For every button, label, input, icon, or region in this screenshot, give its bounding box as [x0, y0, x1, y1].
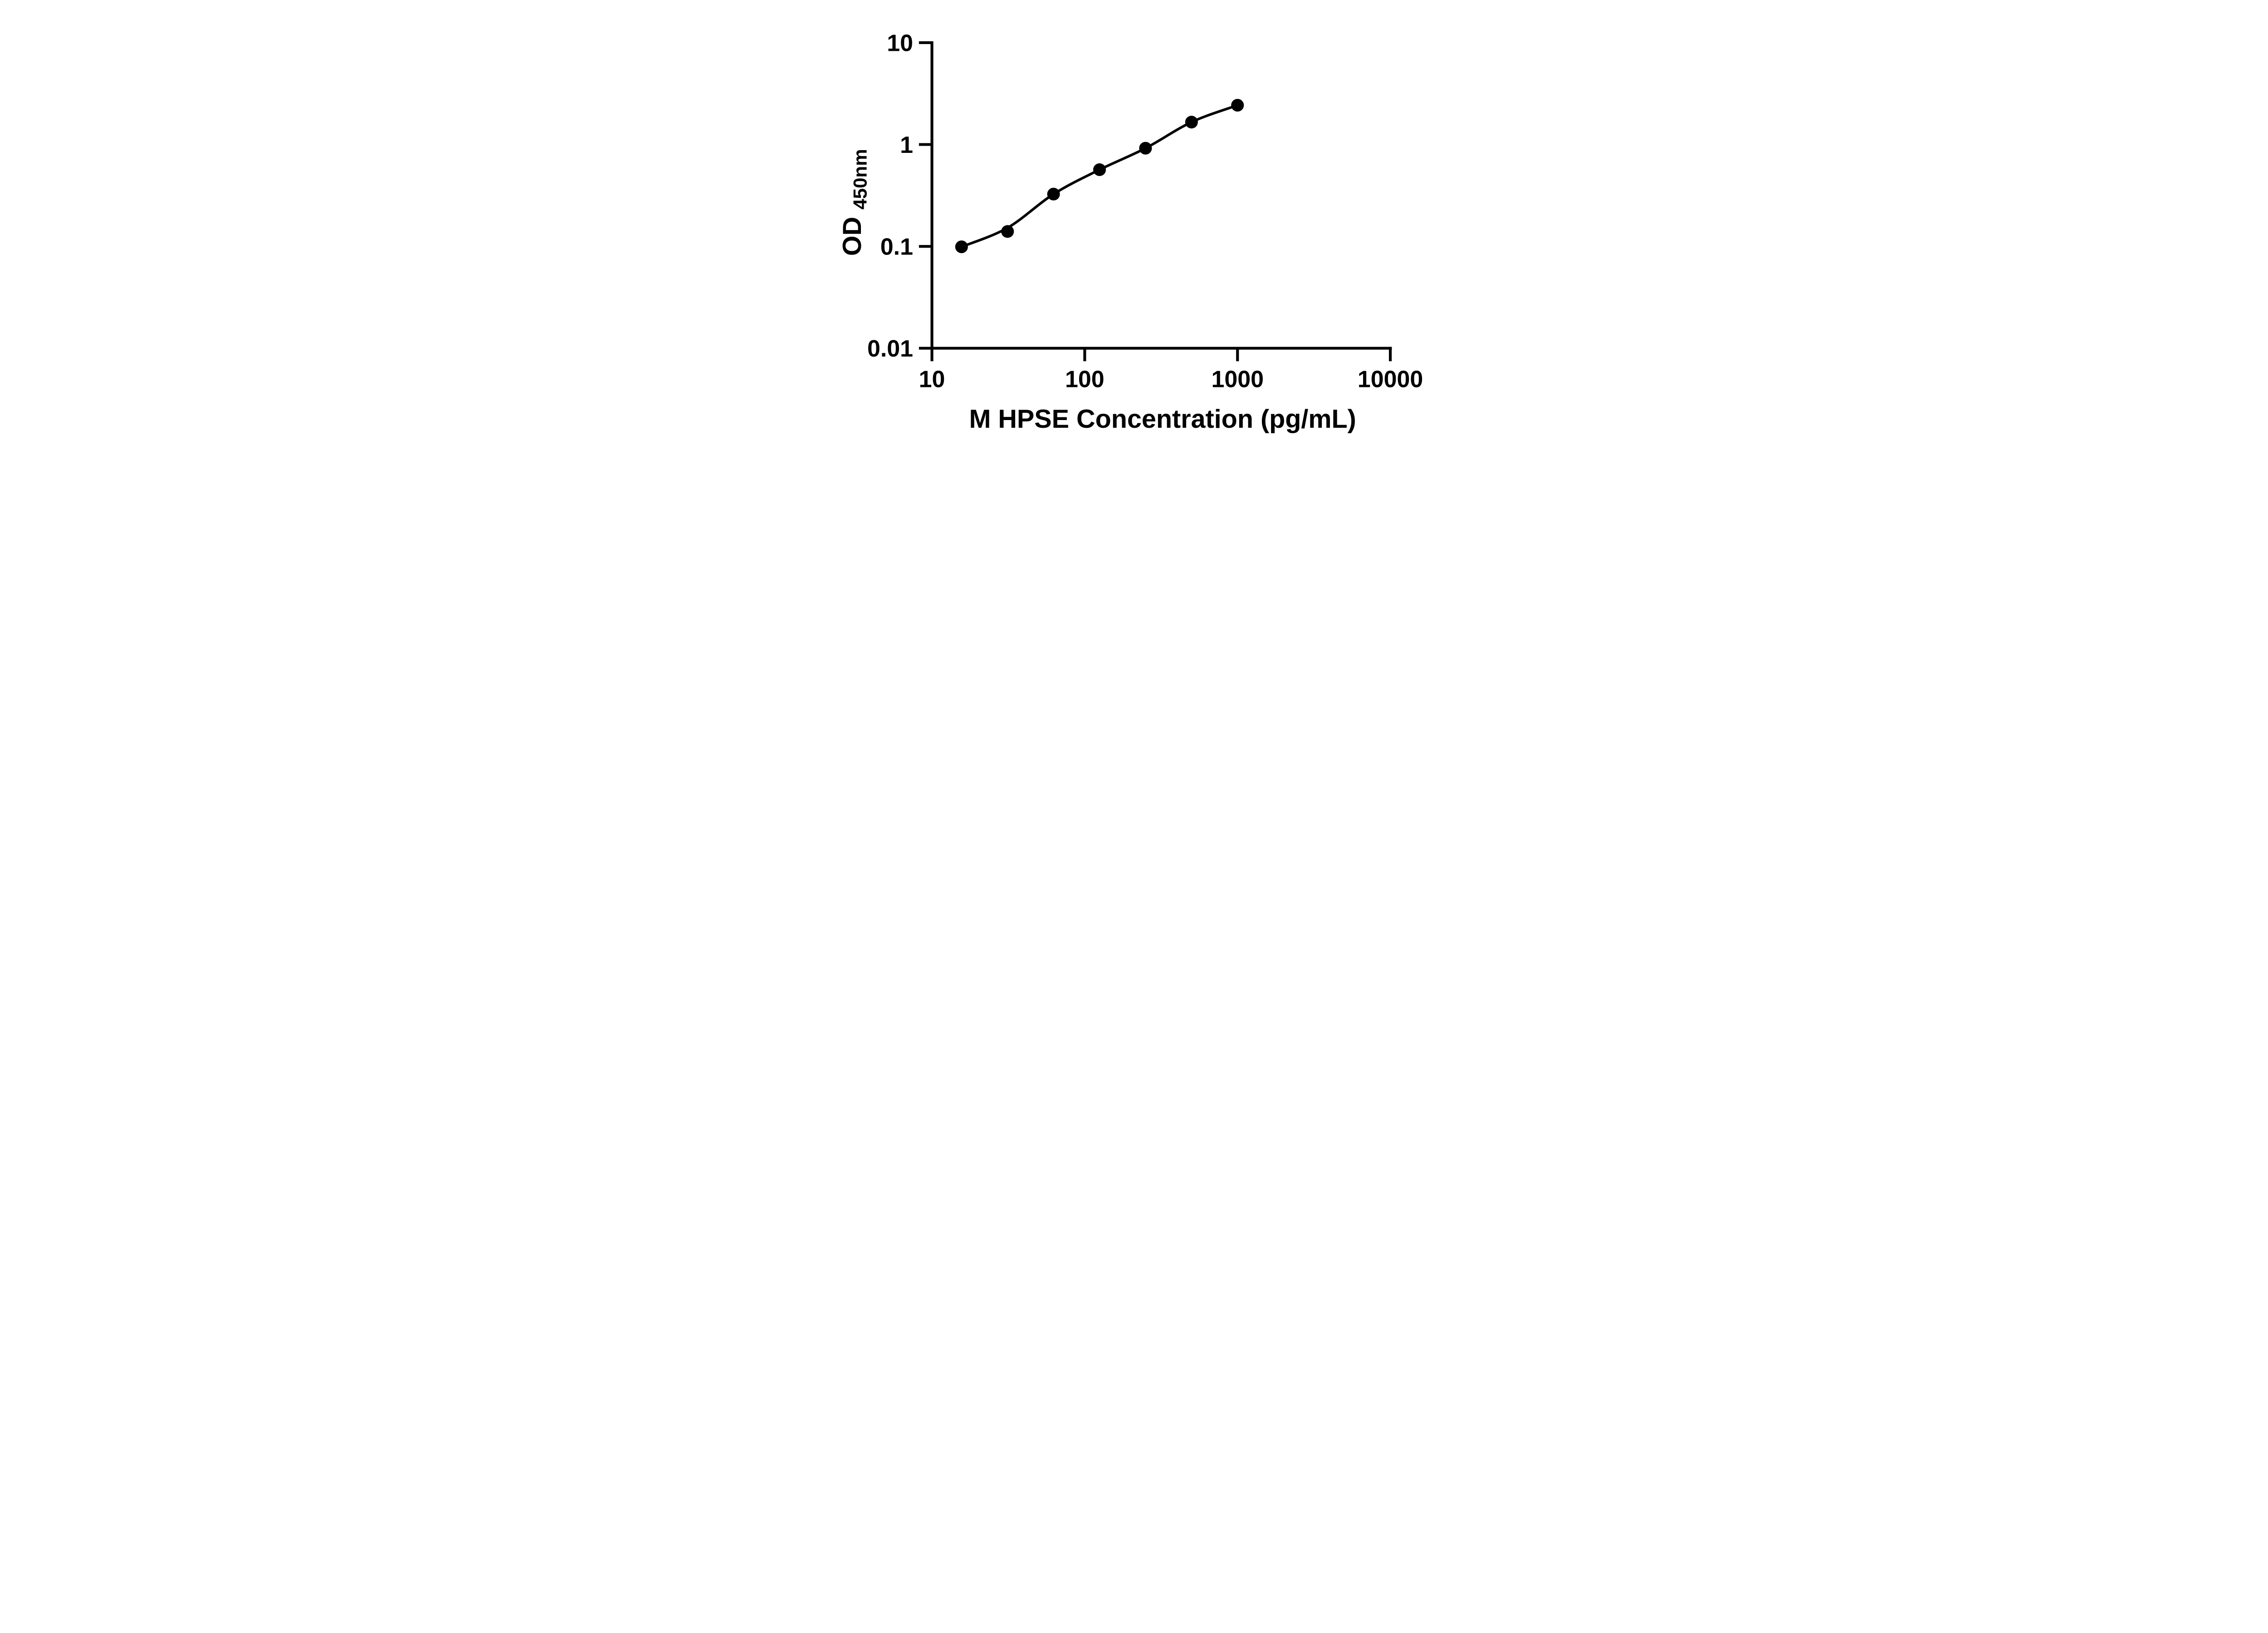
chart-canvas: 10 1 0.1 0.01 10 100 1000 10000 M HPSE Concent… — [807, 0, 1461, 459]
y-tick-label-0.01: 0.01 — [867, 336, 913, 362]
x-tick-label-10: 10 — [919, 367, 945, 393]
data-points — [955, 98, 1244, 254]
y-tick-label-0.1: 0.1 — [880, 234, 913, 260]
x-axis-tick-labels: 10 100 1000 10000 — [919, 367, 1423, 393]
x-axis-ticks — [930, 348, 1392, 362]
y-axis-tick-labels: 10 1 0.1 0.01 — [867, 30, 913, 362]
y-tick-label-10: 10 — [887, 30, 913, 57]
y-axis-ticks — [919, 41, 932, 350]
x-tick-label-1000: 1000 — [1211, 367, 1263, 393]
y-axis-title-subscript: 450nm — [850, 149, 871, 209]
data-point-15.625 — [955, 240, 968, 254]
y-axis-title-main: OD — [838, 217, 867, 256]
y-tick-label-1: 1 — [900, 132, 913, 158]
x-tick-label-10000: 10000 — [1358, 367, 1423, 393]
data-point-1000 — [1231, 98, 1244, 112]
elisa-standard-curve-figure: 10 1 0.1 0.01 10 100 1000 10000 M HPSE Concent… — [807, 0, 1461, 459]
data-point-500 — [1185, 116, 1198, 129]
x-tick-label-100: 100 — [1065, 367, 1105, 393]
y-axis-title: OD 450nm — [838, 149, 871, 256]
data-point-31.25 — [1001, 225, 1014, 238]
axes — [930, 41, 1392, 350]
chart-background — [807, 0, 1461, 459]
x-axis-title: M HPSE Concentration (pg/mL) — [969, 405, 1356, 434]
data-point-250 — [1139, 142, 1152, 155]
data-point-125 — [1093, 163, 1106, 176]
data-point-62.5 — [1047, 187, 1060, 200]
